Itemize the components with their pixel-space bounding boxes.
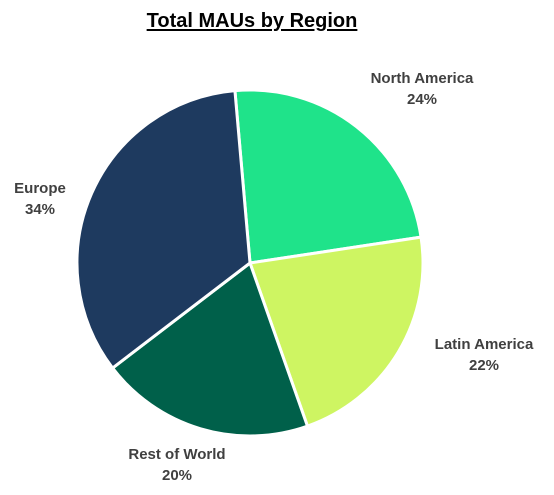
slice-value-label: 22% [469, 357, 499, 374]
pie-labels: North America 24% Latin America 22% Rest of … [14, 70, 534, 484]
slice-name-label: North America [371, 70, 474, 87]
pie-slice-north-america [233, 88, 423, 265]
chart-title: Total MAUs by Region [146, 10, 358, 32]
pie-slices [75, 88, 425, 438]
slice-value-label: 24% [407, 91, 437, 108]
pie-slice-latin-america [248, 235, 425, 428]
slice-name-label: Europe [14, 180, 66, 197]
slice-name-label: Latin America [435, 336, 534, 353]
slice-value-label: 20% [162, 467, 192, 484]
slice-name-label: Rest of World [128, 446, 225, 463]
slice-value-label: 34% [25, 201, 55, 218]
pie-slice-rest-of-world [111, 261, 309, 438]
pie-slice-europe [75, 89, 252, 370]
